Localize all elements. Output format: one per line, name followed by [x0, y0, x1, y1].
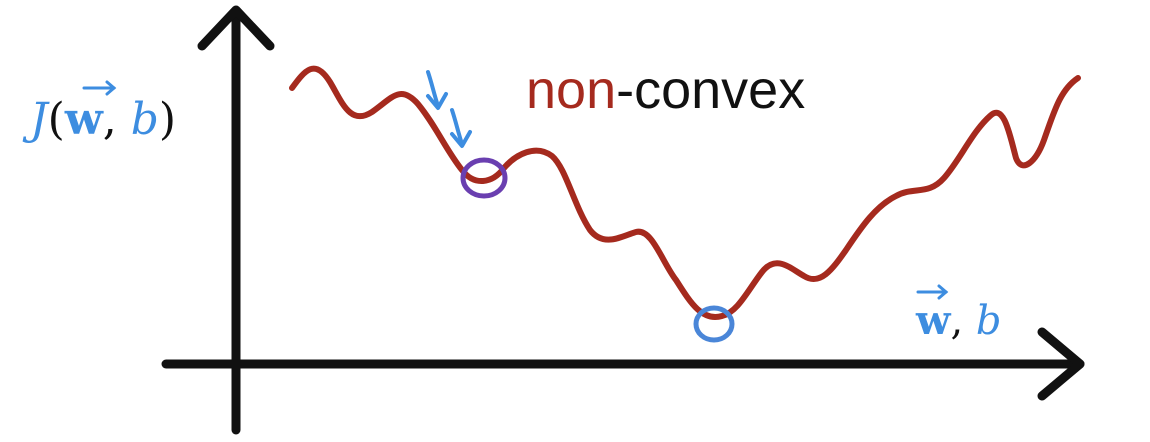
y-label-bias: b: [131, 94, 159, 145]
step-arrow-1-icon: [426, 70, 448, 110]
x-axis: [161, 327, 1085, 401]
y-axis-label: J(w, b): [22, 80, 176, 145]
svg-text:J(w, b): J(w, b): [22, 94, 176, 145]
cost-curve: [289, 65, 1081, 321]
x-label-bias: b: [976, 298, 1002, 344]
title-prefix: non: [526, 60, 616, 120]
y-label-func: J: [22, 94, 50, 145]
svg-text:w, b: w, b: [915, 297, 1001, 344]
step-arrow-2-icon: [450, 108, 472, 148]
x-axis-arrowhead: [1037, 327, 1085, 401]
y-axis-arrowhead: [197, 5, 275, 51]
y-label-close-paren: ): [159, 94, 176, 145]
x-label-vector-arrow: [916, 284, 949, 300]
title-suffix: -convex: [616, 60, 805, 120]
y-label-vec: w: [64, 94, 104, 145]
y-label-sep: ,: [103, 94, 131, 145]
x-axis-label: w, b: [915, 284, 1001, 344]
local-minimum-circle: [460, 157, 508, 199]
diagram-title: non-convex: [526, 60, 805, 120]
y-label-open-paren: (: [48, 94, 65, 145]
x-label-sep: ,: [950, 298, 975, 344]
y-label-vector-arrow: [82, 80, 117, 96]
global-minimum-circle: [693, 305, 735, 343]
x-label-vec: w: [915, 297, 952, 344]
gradient-step-arrows: [426, 70, 472, 148]
